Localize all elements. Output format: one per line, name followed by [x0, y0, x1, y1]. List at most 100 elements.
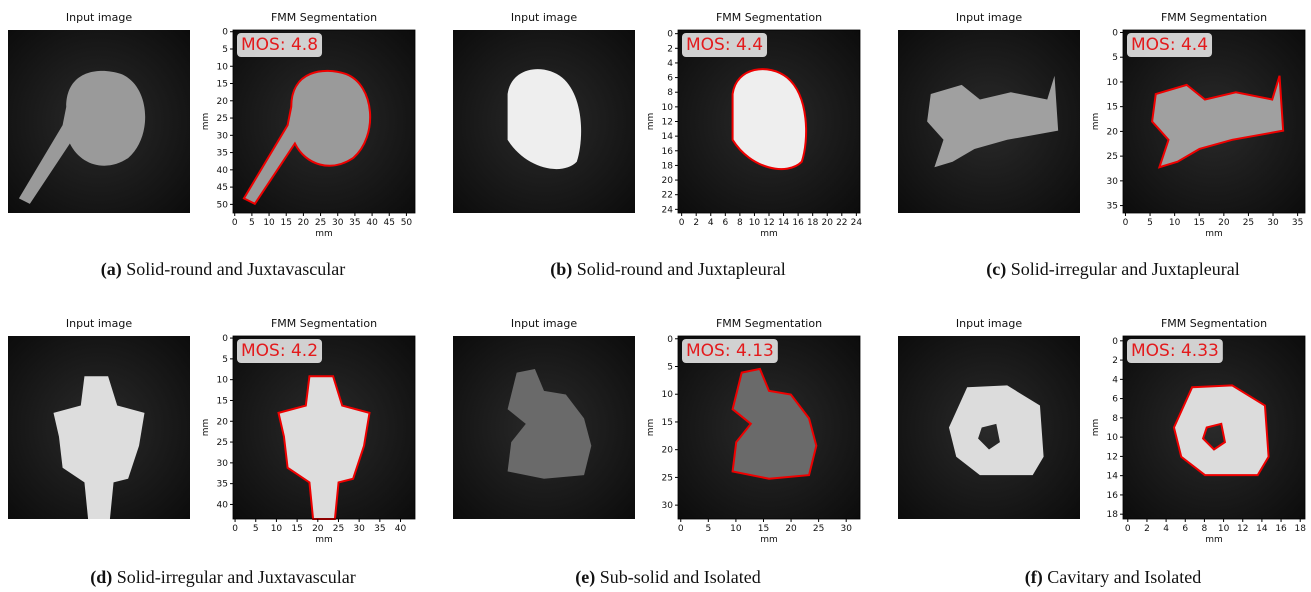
x-tick-label: 30: [1267, 218, 1279, 228]
input-title: Input image: [511, 11, 577, 24]
input-title: Input image: [66, 317, 132, 330]
x-tick-label: 4: [708, 218, 714, 228]
x-tick-label: 25: [315, 218, 326, 228]
x-tick-label: 40: [395, 524, 407, 534]
y-tick-label: 35: [217, 149, 228, 159]
x-tick-label: 30: [840, 524, 852, 534]
x-tick-label: 50: [401, 218, 413, 228]
x-tick-label: 8: [737, 218, 743, 228]
x-tick-label: 0: [1125, 524, 1131, 534]
x-axis-label: mm: [760, 535, 778, 545]
y-tick-label: 15: [1107, 103, 1118, 113]
seg-title: FMM Segmentation: [716, 11, 822, 24]
y-tick-label: 0: [222, 28, 228, 38]
x-tick-label: 20: [1218, 218, 1230, 228]
y-tick-label: 0: [667, 335, 673, 345]
x-tick-label: 12: [763, 218, 774, 228]
mos-label: MOS: 4.2: [241, 341, 318, 361]
x-tick-label: 0: [679, 218, 685, 228]
y-tick-label: 15: [662, 418, 673, 428]
x-tick-label: 16: [792, 218, 804, 228]
caption-text: Solid-round and Juxtapleural: [577, 259, 786, 279]
x-tick-label: 5: [249, 218, 255, 228]
y-tick-label: 5: [222, 355, 228, 365]
x-tick-label: 22: [836, 218, 847, 228]
x-tick-label: 20: [785, 524, 797, 534]
mos-label: MOS: 4.4: [686, 35, 763, 55]
x-axis-label: mm: [1205, 229, 1223, 239]
x-tick-label: 30: [353, 524, 365, 534]
x-tick-label: 18: [807, 218, 819, 228]
y-tick-label: 10: [217, 376, 229, 386]
caption-label: (d): [90, 567, 112, 588]
x-tick-label: 24: [851, 218, 863, 228]
y-axis-label: mm: [201, 419, 211, 437]
y-tick-label: 4: [667, 59, 673, 69]
x-tick-label: 16: [1275, 524, 1287, 534]
input-title: Input image: [66, 11, 132, 24]
x-tick-label: 45: [384, 218, 395, 228]
y-tick-label: 15: [217, 396, 228, 406]
x-tick-label: 2: [1144, 524, 1150, 534]
x-tick-label: 25: [813, 524, 824, 534]
input-image: [898, 336, 1080, 519]
y-tick-label: 12: [662, 118, 673, 128]
y-tick-label: 6: [1112, 395, 1118, 405]
x-tick-label: 35: [349, 218, 360, 228]
y-tick-label: 12: [1107, 452, 1118, 462]
y-tick-label: 40: [217, 166, 229, 176]
caption: (e) Sub-solid and Isolated: [575, 567, 760, 588]
y-tick-label: 35: [1107, 202, 1118, 212]
caption: (f) Cavitary and Isolated: [1025, 567, 1201, 588]
y-tick-label: 4: [1112, 375, 1118, 385]
y-axis-label: mm: [1091, 419, 1101, 437]
y-tick-label: 20: [217, 417, 229, 427]
x-tick-label: 25: [1243, 218, 1254, 228]
x-tick-label: 10: [1218, 524, 1230, 534]
y-tick-label: 2: [667, 44, 673, 54]
y-tick-label: 2: [1112, 356, 1118, 366]
y-tick-label: 10: [662, 390, 674, 400]
x-tick-label: 15: [758, 524, 769, 534]
y-tick-label: 0: [1112, 337, 1118, 347]
x-tick-label: 35: [1292, 218, 1303, 228]
y-axis-label: mm: [201, 113, 211, 131]
y-tick-label: 30: [217, 459, 229, 469]
y-tick-label: 25: [217, 114, 228, 124]
x-tick-label: 40: [366, 218, 378, 228]
y-tick-label: 14: [662, 132, 674, 142]
y-tick-label: 10: [662, 103, 674, 113]
y-tick-label: 8: [667, 88, 673, 98]
mos-label: MOS: 4.8: [241, 35, 318, 55]
x-axis-label: mm: [315, 229, 333, 239]
x-tick-label: 15: [1194, 218, 1205, 228]
y-tick-label: 5: [1112, 53, 1118, 63]
x-tick-label: 12: [1237, 524, 1248, 534]
y-tick-label: 45: [217, 183, 228, 193]
figure: Input image FMM Segmentation 0 0 5 5 10 10 15 15 2…: [0, 0, 1311, 592]
x-tick-label: 20: [298, 218, 310, 228]
x-tick-label: 6: [1182, 524, 1188, 534]
x-tick-label: 10: [271, 524, 283, 534]
x-axis-label: mm: [760, 229, 778, 239]
y-tick-label: 10: [1107, 78, 1119, 88]
x-tick-label: 10: [749, 218, 761, 228]
x-tick-label: 30: [332, 218, 344, 228]
x-tick-label: 8: [1202, 524, 1208, 534]
caption-label: (f): [1025, 567, 1043, 588]
x-tick-label: 15: [280, 218, 291, 228]
seg-title: FMM Segmentation: [716, 317, 822, 330]
y-axis-label: mm: [646, 113, 656, 131]
y-tick-label: 50: [217, 200, 229, 210]
y-tick-label: 22: [662, 191, 673, 201]
x-tick-label: 14: [1256, 524, 1268, 534]
x-tick-label: 10: [263, 218, 275, 228]
input-title: Input image: [511, 317, 577, 330]
caption-label: (e): [575, 567, 595, 588]
y-tick-label: 10: [1107, 433, 1119, 443]
x-tick-label: 0: [232, 218, 238, 228]
y-tick-label: 20: [217, 97, 229, 107]
